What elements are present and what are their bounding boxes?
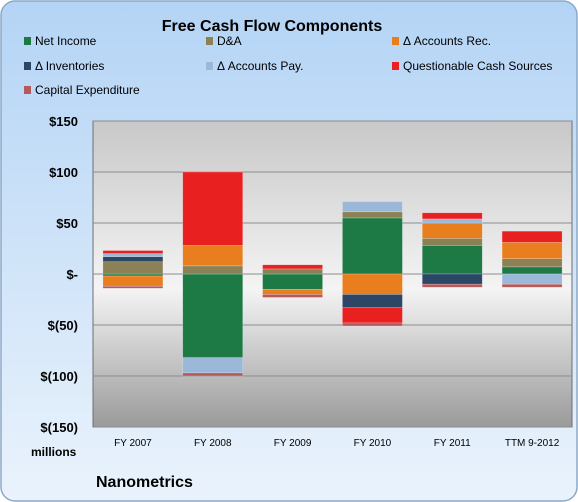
- bar-segment: [342, 307, 403, 324]
- x-tick-label: FY 2009: [274, 438, 312, 449]
- bar-segment: [262, 288, 323, 295]
- bar-segment: [182, 245, 244, 267]
- bar-segment: [501, 230, 563, 243]
- bar-segment: [501, 283, 563, 288]
- bar-segment: [102, 261, 164, 275]
- legend-item: Δ Inventories: [24, 59, 104, 73]
- y-tick-label: $-: [66, 267, 78, 282]
- y-tick-label: $(150): [40, 420, 78, 435]
- legend-swatch: [24, 37, 31, 45]
- bar-segment: [102, 275, 164, 287]
- bar-segment: [421, 222, 483, 239]
- y-tick-label: $50: [56, 216, 78, 231]
- legend-item: Capital Expenditure: [24, 83, 140, 97]
- bar-segment: [342, 201, 403, 213]
- bar-segment: [262, 294, 323, 298]
- bar-segment: [182, 171, 244, 246]
- legend-swatch: [206, 37, 213, 45]
- bar-segment: [182, 273, 244, 358]
- bar-segment: [501, 242, 563, 260]
- bar-segment: [421, 212, 483, 220]
- unit-label: millions: [31, 445, 77, 459]
- legend-swatch: [392, 62, 399, 70]
- legend-swatch: [206, 62, 213, 70]
- x-tick-label: FY 2008: [194, 438, 232, 449]
- legend-label: Net Income: [35, 34, 97, 48]
- legend-swatch: [24, 62, 31, 70]
- legend: Net Income D&A Δ Accounts Rec. Δ Inventorie…: [24, 34, 552, 97]
- bar-segment: [262, 264, 323, 270]
- chart-title: Free Cash Flow Components: [162, 18, 383, 35]
- legend-item: D&A: [206, 34, 242, 48]
- x-tick-label: FY 2007: [114, 438, 152, 449]
- legend-item: Net Income: [24, 34, 97, 48]
- bar-segment: [342, 217, 403, 275]
- grid-lines: [93, 120, 572, 428]
- bar-segment: [421, 273, 483, 285]
- bar-segment: [182, 265, 244, 275]
- bar-segment: [421, 245, 483, 275]
- x-tick-label: TTM 9-2012: [505, 438, 560, 449]
- y-tick-label: $100: [49, 165, 78, 180]
- legend-label: Questionable Cash Sources: [403, 59, 552, 73]
- bar-segment: [342, 322, 403, 327]
- company-name: Nanometrics: [96, 474, 193, 491]
- bar-segment: [501, 258, 563, 268]
- x-axis-ticks: FY 2007 FY 2008 FY 2009 FY 2010 FY 2011 TTM 9…: [114, 438, 560, 449]
- legend-swatch: [392, 37, 399, 45]
- legend-item: Δ Accounts Pay.: [206, 59, 304, 73]
- legend-item: Δ Accounts Rec.: [392, 34, 491, 48]
- bar-segment: [102, 256, 164, 263]
- bar-segment: [102, 250, 164, 254]
- bars: [102, 171, 563, 377]
- legend-item: Questionable Cash Sources: [392, 59, 552, 73]
- bar-segment: [342, 211, 403, 219]
- bar-segment: [182, 372, 244, 377]
- bar-segment: [421, 218, 483, 224]
- y-tick-label: $(100): [40, 369, 78, 384]
- y-axis-ticks: $150 $100 $50 $- $(50) $(100) $(150): [40, 114, 78, 435]
- legend-label: D&A: [217, 34, 242, 48]
- legend-label: Δ Accounts Pay.: [217, 59, 304, 73]
- bar-segment: [102, 273, 164, 277]
- bar-segment: [501, 273, 563, 285]
- bar-segment: [182, 357, 244, 374]
- y-tick-label: $(50): [48, 318, 78, 333]
- bar-segment: [421, 238, 483, 246]
- legend-label: Δ Accounts Rec.: [403, 34, 491, 48]
- bar-segment: [342, 294, 403, 308]
- bar-segment: [102, 253, 164, 257]
- legend-label: Capital Expenditure: [35, 83, 140, 97]
- bar-segment: [102, 285, 164, 289]
- bar-segment: [262, 273, 323, 290]
- bar-segment: [262, 268, 323, 275]
- bar-segment: [342, 273, 403, 295]
- bar-segment: [421, 283, 483, 288]
- x-tick-label: FY 2011: [434, 438, 471, 449]
- x-tick-label: FY 2010: [354, 438, 392, 449]
- legend-swatch: [24, 86, 31, 94]
- y-tick-label: $150: [49, 114, 78, 129]
- bar-segment: [501, 266, 563, 275]
- legend-label: Δ Inventories: [35, 59, 104, 73]
